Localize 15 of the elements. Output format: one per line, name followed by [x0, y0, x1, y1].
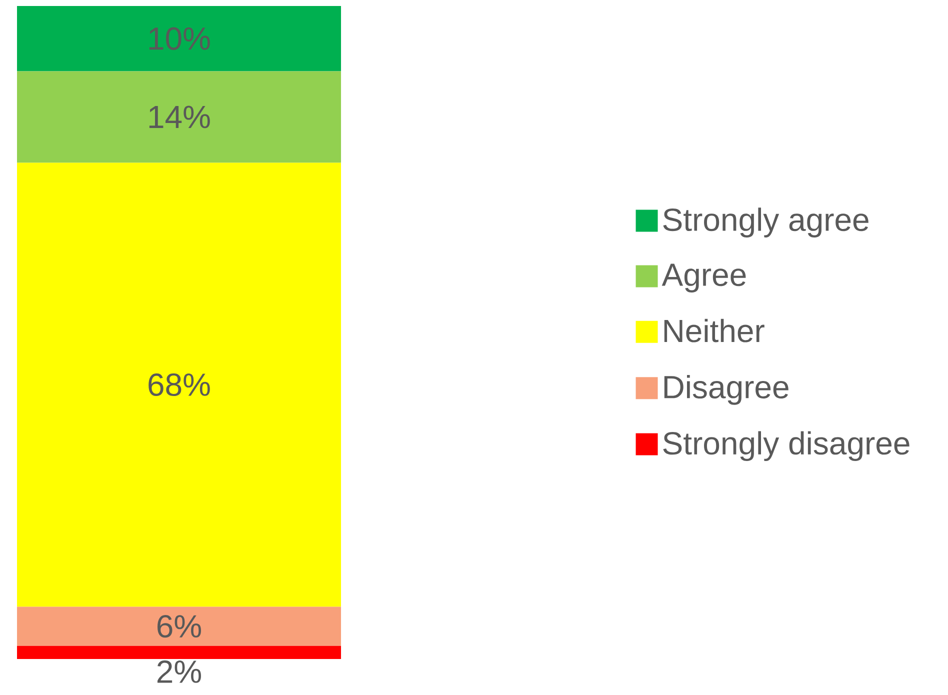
- legend-label: Strongly disagree: [663, 431, 910, 462]
- bar: [17, 71, 342, 163]
- legend-label: Disagree: [664, 375, 788, 405]
- bar: [17, 646, 342, 659]
- data-label: 6%: [158, 615, 201, 638]
- data-label: 14%: [149, 106, 210, 128]
- legend-label: Agree: [662, 264, 746, 292]
- data-label: 2%: [157, 660, 201, 683]
- bar: [17, 606, 342, 646]
- data-label: 10%: [149, 27, 210, 50]
- data-label: 68%: [148, 373, 210, 396]
- bar: [17, 6, 342, 72]
- bar: [17, 162, 342, 607]
- legend-label: Strongly agree: [663, 208, 868, 238]
- legend-label: Neither: [664, 318, 764, 342]
